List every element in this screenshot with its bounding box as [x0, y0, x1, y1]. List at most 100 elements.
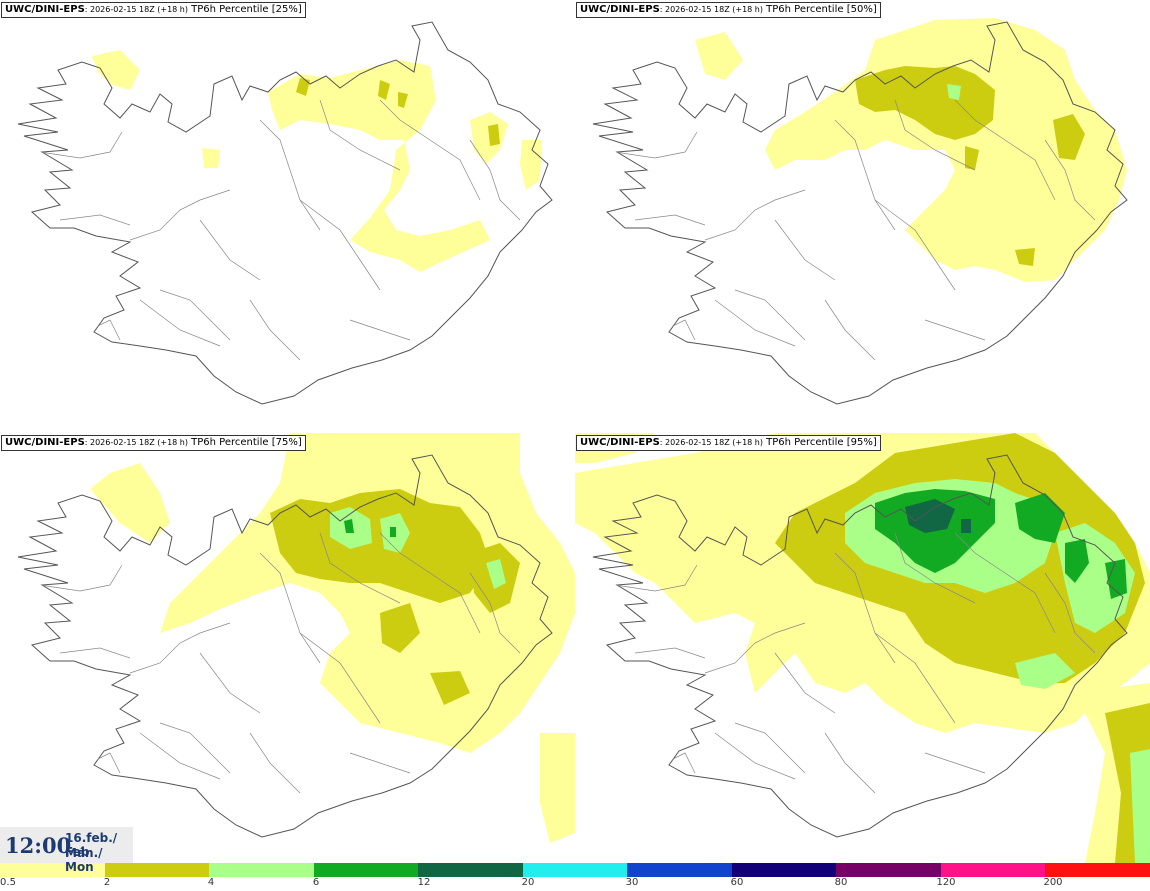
precip-overlay	[90, 433, 575, 843]
boundary-line	[59, 647, 131, 659]
iceland-coastline	[17, 454, 553, 838]
precip-contour	[695, 32, 743, 80]
boundary-line	[259, 119, 321, 231]
boundary-line	[59, 214, 131, 226]
precip-contour	[1015, 653, 1075, 689]
map-panel-p25: UWC/DINI-EPS: 2026-02-15 18Z (+18 h) TP6…	[0, 0, 575, 430]
boundary-line	[664, 319, 696, 341]
color-legend: 0.5 2 4 6 12 20 30 60 80 120 200	[0, 863, 1150, 891]
iceland-coastline	[17, 21, 553, 405]
boundary-line	[614, 564, 698, 592]
precip-contour	[1053, 114, 1085, 160]
legend-label: 120	[936, 877, 956, 888]
region-boundaries	[39, 532, 521, 794]
legend-swatch	[0, 863, 105, 877]
boundary-line	[614, 131, 698, 159]
boundary-line	[39, 564, 123, 592]
boundary-line	[319, 99, 401, 171]
boundary-line	[469, 139, 521, 221]
panel-title: UWC/DINI-EPS: 2026-02-15 18Z (+18 h) TP6…	[576, 2, 881, 18]
boundary-line	[924, 319, 986, 341]
precip-contour	[398, 92, 408, 108]
boundary-line	[1044, 139, 1096, 221]
map-panel-p95: UWC/DINI-EPS: 2026-02-15 18Z (+18 h) TP6…	[575, 433, 1150, 863]
boundary-line	[129, 622, 231, 674]
precip-contour	[390, 527, 396, 537]
boundary-line	[349, 752, 411, 774]
iceland-coastline	[592, 454, 1128, 838]
precip-contour	[765, 18, 1127, 282]
boundary-line	[824, 732, 876, 794]
valid-time-box: 12:00 16.feb./ Feb Mán./ Mon	[0, 827, 133, 874]
precip-contour	[270, 489, 490, 603]
iceland-coastline	[592, 21, 1128, 405]
boundary-line	[894, 532, 976, 604]
boundary-line	[704, 189, 806, 241]
boundary-line	[129, 189, 231, 241]
boundary-line	[774, 652, 836, 714]
precip-contour	[92, 50, 140, 90]
boundary-line	[139, 732, 221, 780]
boundary-line	[714, 732, 796, 780]
boundary-line	[199, 219, 261, 281]
boundary-line	[734, 289, 806, 341]
precip-overlay	[92, 50, 542, 272]
boundary-line	[199, 652, 261, 714]
precip-contour	[296, 78, 310, 96]
precip-contour	[378, 80, 390, 100]
legend-label: 30	[625, 877, 639, 888]
map-panel-p50: UWC/DINI-EPS: 2026-02-15 18Z (+18 h) TP6…	[575, 0, 1150, 430]
boundary-line	[379, 99, 481, 201]
precip-map	[17, 21, 553, 405]
precip-contour	[520, 140, 542, 190]
precip-contour	[855, 66, 995, 140]
precip-contour	[540, 733, 575, 843]
precip-contour	[380, 603, 420, 653]
precip-map	[592, 18, 1128, 405]
legend-swatch	[104, 863, 210, 877]
precip-contour	[268, 60, 490, 272]
boundary-line	[734, 722, 806, 774]
boundary-line	[259, 552, 321, 664]
legend-swatch	[522, 863, 628, 877]
boundary-line	[89, 319, 121, 341]
panel-title: UWC/DINI-EPS: 2026-02-15 18Z (+18 h) TP6…	[1, 2, 306, 18]
legend-color-bar	[0, 863, 1150, 877]
precip-contour	[1015, 248, 1035, 266]
precip-contour	[1065, 539, 1089, 583]
boundary-line	[159, 289, 231, 341]
panel-title: UWC/DINI-EPS: 2026-02-15 18Z (+18 h) TP6…	[1, 435, 306, 451]
legend-swatch	[1045, 863, 1150, 877]
boundary-line	[834, 119, 896, 231]
valid-weekday: Mán./ Mon	[65, 846, 103, 874]
legend-label: 0.5	[0, 877, 16, 888]
region-boundaries	[39, 99, 521, 361]
panel-title: UWC/DINI-EPS: 2026-02-15 18Z (+18 h) TP6…	[576, 435, 881, 451]
boundary-line	[894, 99, 976, 171]
precip-contour	[202, 148, 220, 168]
legend-swatch	[940, 863, 1046, 877]
boundary-line	[704, 622, 806, 674]
boundary-line	[634, 214, 706, 226]
legend-swatch	[627, 863, 732, 877]
boundary-line	[249, 732, 301, 794]
boundary-line	[249, 299, 301, 361]
precip-contour	[344, 519, 354, 533]
boundary-line	[634, 647, 706, 659]
boundary-line	[774, 219, 836, 281]
legend-swatch	[313, 863, 419, 877]
precip-contour	[905, 499, 955, 533]
boundary-line	[39, 131, 123, 159]
boundary-line	[139, 299, 221, 347]
boundary-line	[469, 572, 521, 654]
boundary-line	[924, 752, 986, 774]
boundary-line	[299, 199, 381, 291]
legend-label: 12	[417, 877, 431, 888]
boundary-line	[714, 299, 796, 347]
legend-label: 200	[1043, 877, 1063, 888]
precip-contour	[430, 671, 470, 705]
precip-map	[575, 433, 1150, 863]
legend-label: 4	[207, 877, 215, 888]
legend-label: 2	[103, 877, 111, 888]
legend-swatch	[418, 863, 523, 877]
